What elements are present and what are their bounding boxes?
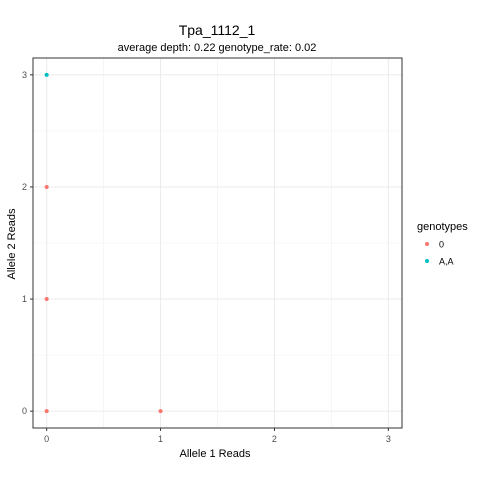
legend-label: A,A [439,257,454,267]
x-tick-label: 1 [158,434,163,444]
y-tick-label: 2 [22,182,27,192]
data-point [44,409,49,414]
data-point [44,297,49,302]
x-tick-label: 0 [44,434,49,444]
data-point [44,72,49,77]
data-point [158,409,163,414]
legend-key [425,259,429,263]
legend-title: genotypes [417,221,468,233]
legend-label: 0 [439,240,444,250]
y-axis-label: Allele 2 Reads [6,208,18,279]
y-tick-label: 0 [22,406,27,416]
data-point [44,184,49,189]
chart-subtitle: average depth: 0.22 genotype_rate: 0.02 [118,42,317,54]
legend: genotypes 0 A,A [417,221,468,267]
x-tick-label: 3 [386,434,391,444]
axis-ticks: 0 1 2 3 0 1 2 3 [22,70,391,444]
y-tick-label: 1 [22,294,27,304]
data-points [44,72,163,414]
grid-lines [33,58,402,428]
x-tick-label: 2 [272,434,277,444]
y-tick-label: 3 [22,70,27,80]
x-axis-label: Allele 1 Reads [180,448,251,460]
legend-items: 0 A,A [425,240,454,267]
chart-title: Tpa_1112_1 [179,22,256,38]
plot-panel-border [32,57,403,429]
legend-key [425,242,429,246]
